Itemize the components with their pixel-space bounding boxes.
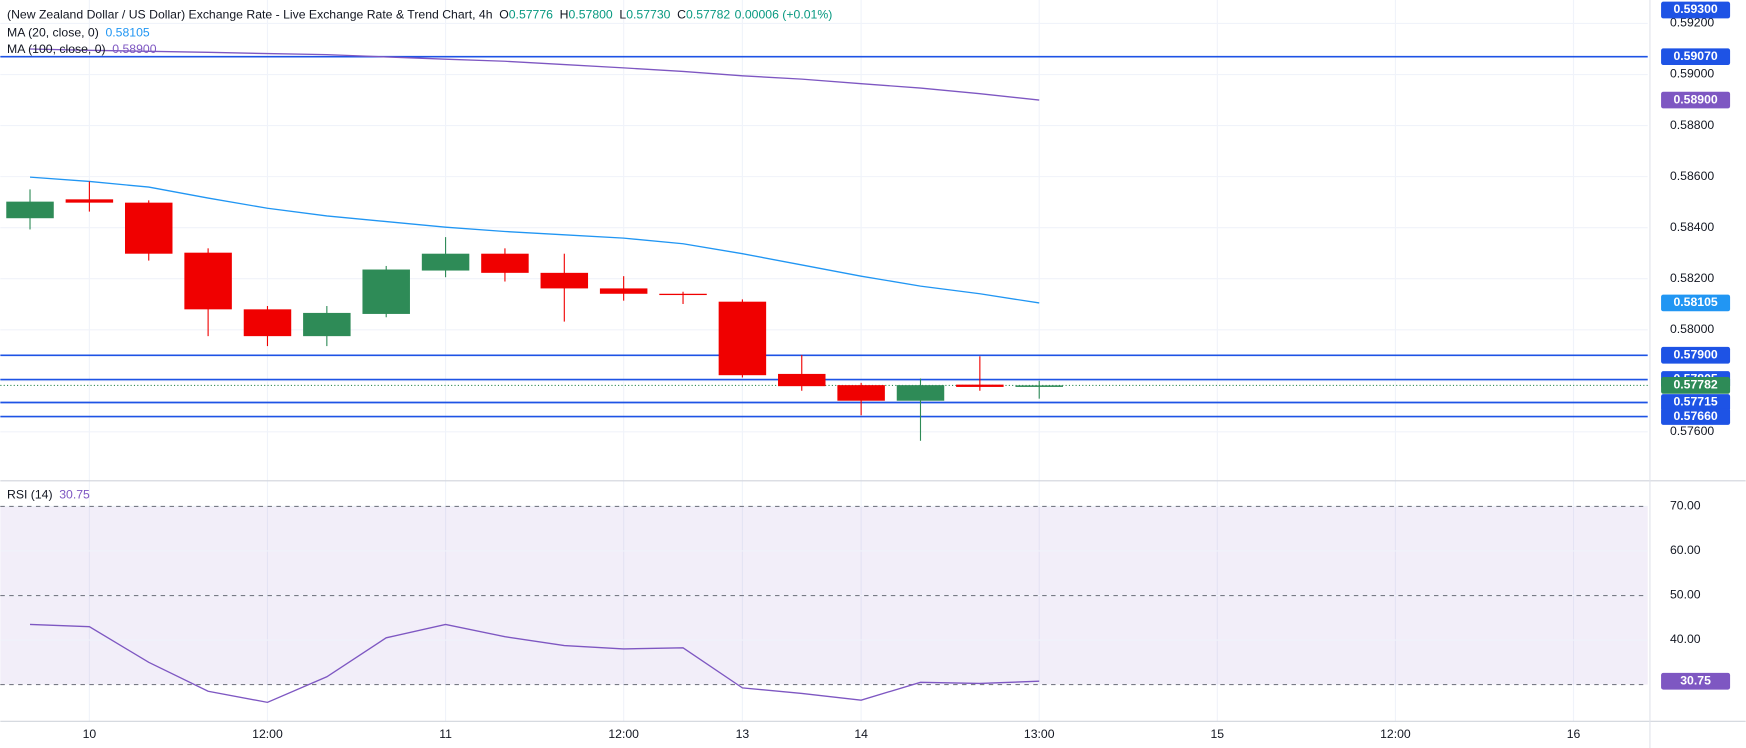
candle-body (778, 373, 826, 387)
price-label: 0.59070 (1673, 49, 1717, 63)
price-label: 0.57715 (1673, 395, 1717, 409)
y-tick-label: 0.58000 (1670, 322, 1714, 336)
ohlc-value: 0.57776 (509, 8, 553, 22)
legend-name: RSI (14) (7, 488, 53, 502)
moving-average (29, 176, 1040, 304)
candle-body (837, 385, 885, 401)
ma-legend: MA (100, close, 0) 0.58900 (7, 42, 157, 56)
legend-name: MA (100, close, 0) (7, 42, 106, 56)
candle-body (303, 312, 351, 337)
x-tick-label: 16 (1567, 727, 1581, 741)
price-label: 0.57660 (1673, 409, 1717, 423)
x-tick-label: 10 (83, 727, 97, 741)
y-tick-label: 40.00 (1670, 632, 1701, 646)
x-tick-label: 11 (439, 727, 452, 741)
price-label-box (1661, 408, 1731, 425)
price-label-box (1661, 91, 1731, 109)
price-label-box (1661, 48, 1731, 66)
x-tick-label: 13:00 (1024, 727, 1055, 741)
price-label: 0.58105 (1673, 295, 1717, 309)
x-tick-label: 12:00 (608, 727, 639, 741)
ma-legend: MA (20, close, 0) 0.58105 (7, 26, 150, 40)
candle-body (599, 288, 648, 294)
rsi-legend: RSI (14) 30.75 (7, 488, 90, 502)
legend-value: 0.58900 (112, 42, 156, 56)
price-label: 0.59300 (1673, 2, 1717, 16)
price-label: 0.57900 (1673, 348, 1717, 362)
moving-average (30, 48, 1040, 101)
ohlc-label: L (619, 8, 626, 22)
candle-body (362, 269, 410, 314)
candle-body (65, 199, 114, 203)
change: 0.00006 (+0.01%) (735, 8, 833, 22)
candle-body (896, 385, 945, 401)
price-label-box (1661, 394, 1731, 411)
y-tick-label: 50.00 (1670, 588, 1701, 602)
candle-body (1015, 385, 1063, 387)
ohlc-label: C (677, 8, 686, 22)
candle-body (481, 253, 529, 273)
y-tick-label: 0.57600 (1670, 424, 1714, 438)
y-tick-label: 0.58200 (1670, 271, 1714, 285)
ohlc-label: O (499, 8, 509, 22)
candle-body (421, 253, 470, 271)
price-label: 0.57782 (1673, 378, 1717, 392)
candle-body (659, 293, 707, 296)
y-tick-label: 0.58800 (1670, 118, 1714, 132)
x-tick-label: 15 (1211, 727, 1225, 741)
y-tick-label: 0.58400 (1670, 220, 1714, 234)
y-tick-label: 70.00 (1670, 499, 1701, 513)
title: (New Zealand Dollar / US Dollar) Exchang… (7, 8, 493, 22)
ohlc-value: 0.57800 (569, 8, 613, 22)
x-tick-label: 13 (736, 727, 750, 741)
candle-body (956, 384, 1004, 387)
candle-body (184, 252, 232, 310)
candle-body (6, 201, 54, 219)
y-tick-label: 60.00 (1670, 543, 1701, 557)
x-tick-label: 14 (854, 727, 868, 741)
x-tick-label: 12:00 (1380, 727, 1411, 741)
ohlc-value: 0.57730 (626, 8, 670, 22)
y-tick-label: 0.58600 (1670, 169, 1714, 183)
candle-body (718, 301, 767, 376)
y-tick-label: 0.59200 (1670, 16, 1714, 30)
price-label-box (1661, 377, 1731, 394)
header: (New Zealand Dollar / US Dollar) Exchang… (7, 8, 832, 22)
candle-body (540, 272, 589, 289)
price-label: 0.58900 (1673, 92, 1717, 106)
legend-value: 0.58105 (105, 26, 149, 40)
price-label-box (1661, 1, 1731, 19)
candle-body (243, 309, 292, 337)
legend-name: MA (20, close, 0) (7, 26, 99, 40)
candle-body (125, 202, 173, 254)
legend-value: 30.75 (59, 488, 90, 502)
x-tick-label: 12:00 (252, 727, 283, 741)
price-label-box (1661, 672, 1731, 690)
ohlc-value: 0.57782 (686, 8, 730, 22)
rsi-line (29, 623, 1040, 704)
ohlc-label: H (560, 8, 569, 22)
y-tick-label: 0.59000 (1670, 67, 1714, 81)
price-label-box (1661, 294, 1731, 312)
price-label: 30.75 (1680, 673, 1711, 687)
price-label-box (1661, 346, 1731, 364)
